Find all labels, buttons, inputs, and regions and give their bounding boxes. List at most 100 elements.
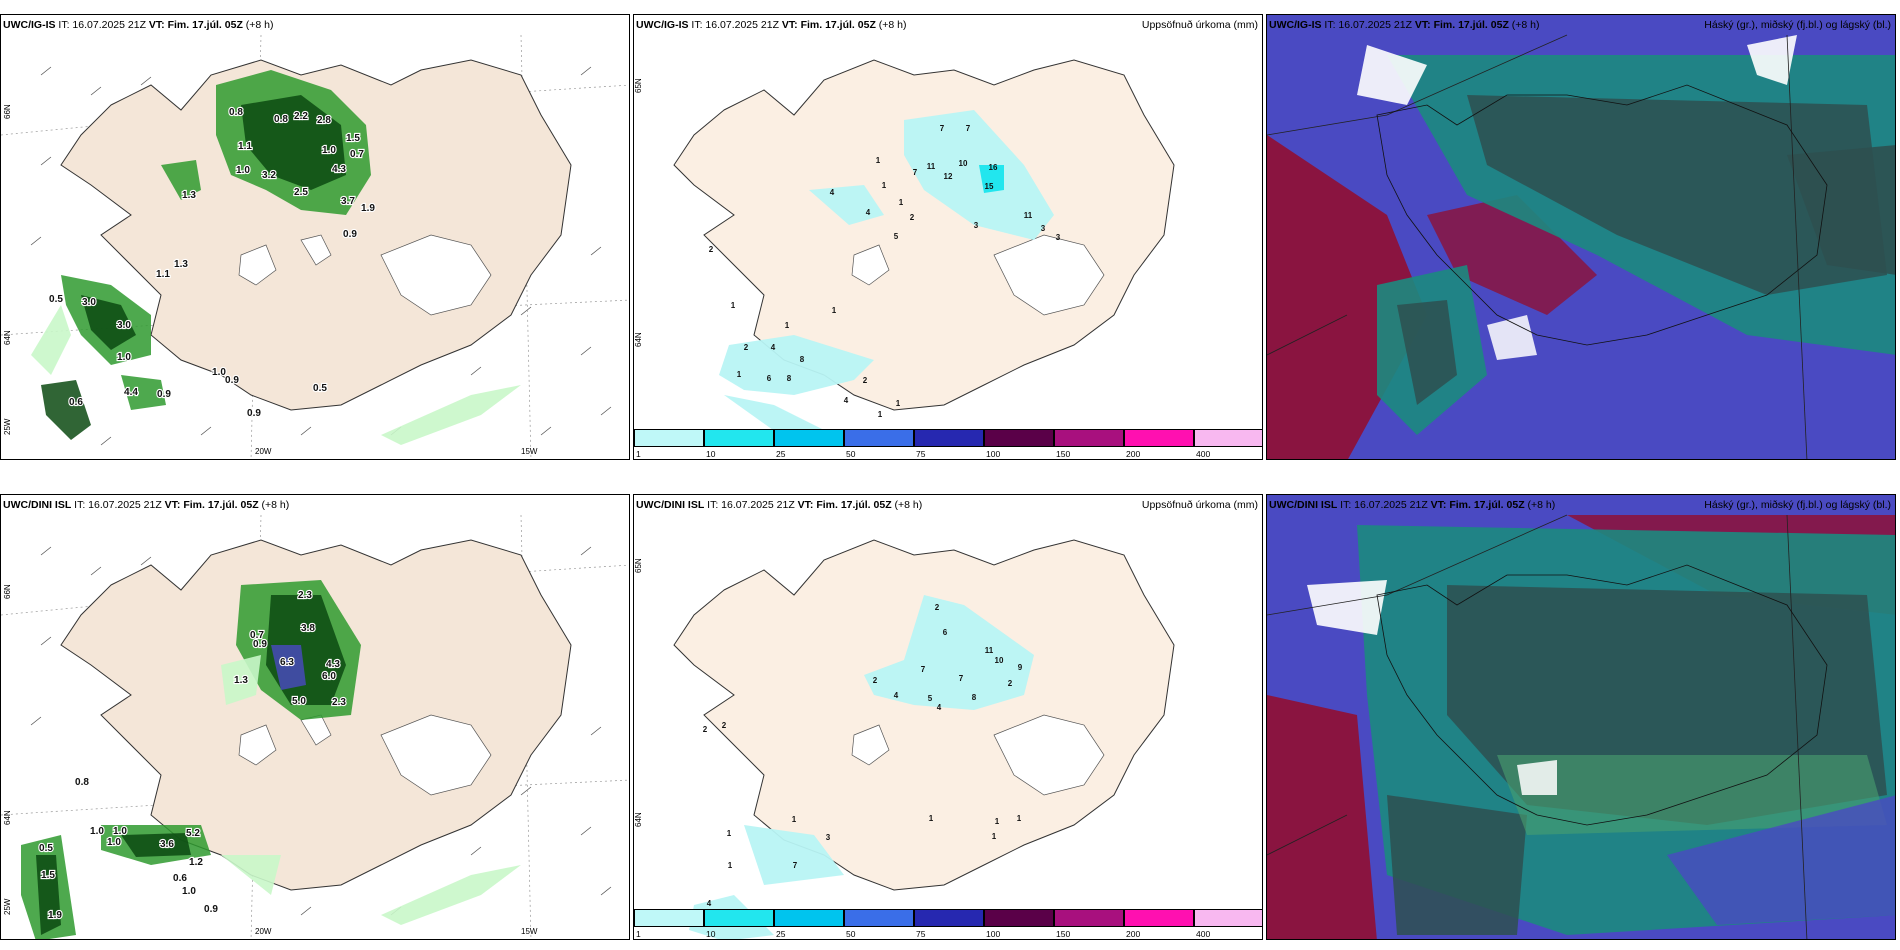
precip-value-label: 8 [787, 374, 792, 383]
precip-value-label: 1 [792, 815, 797, 824]
rate-value-label: 0.8 [274, 114, 288, 125]
lat-label: 65N [634, 558, 643, 573]
precip-value-label: 3 [1041, 224, 1046, 233]
precip-areas [719, 110, 1054, 445]
precip-value-label: 1 [896, 399, 901, 408]
rate-value-label: 2.3 [298, 590, 312, 601]
legend-swatch [774, 909, 844, 927]
rate-value-label: 1.0 [90, 826, 104, 837]
rate-value-label: 1.3 [182, 190, 196, 201]
map-r1-rate: 0.8 0.8 2.2 2.8 1.1 1.5 1.0 0.7 1.0 3.2 4.3 2.5 1.3 3… [1, 15, 629, 459]
precip-value-label: 1 [727, 829, 732, 838]
rain-areas [21, 580, 521, 939]
lat-label: 65N [634, 78, 643, 93]
precip-value-label: 1 [832, 306, 837, 315]
rate-value-label: 1.5 [41, 870, 55, 881]
panel-header: UWC/DINI ISL IT: 16.07.2025 21Z VT: Fim.… [1269, 499, 1555, 511]
legend-swatch [1124, 909, 1194, 927]
precip-value-label: 1 [995, 817, 1000, 826]
rate-value-label: 1.0 [182, 886, 196, 897]
rate-value-label: 1.2 [189, 857, 203, 868]
rate-value-label: 2.3 [332, 697, 346, 708]
glaciers [238, 714, 492, 796]
legend-swatch [704, 909, 774, 927]
precip-value-label: 4 [771, 343, 776, 352]
legend-swatch [1194, 429, 1262, 447]
iceland-land [673, 59, 1175, 411]
precip-value-label: 7 [940, 124, 945, 133]
legend-swatch [1054, 909, 1124, 927]
rate-value-label: 3.0 [117, 320, 131, 331]
legend-swatch [1124, 429, 1194, 447]
precip-value-label: 8 [800, 355, 805, 364]
rate-value-label: 1.0 [212, 367, 226, 378]
rate-value-label: 1.0 [107, 837, 121, 848]
rate-value-label: 2.2 [294, 111, 308, 122]
precip-value-label: 2 [744, 343, 749, 352]
rain-areas [31, 70, 521, 445]
precip-value-label: 4 [894, 691, 899, 700]
model-name: UWC/IG-IS [3, 19, 56, 31]
precip-value-label: 11 [985, 646, 994, 655]
valid-time: VT: Fim. 17.júl. 05Z [1430, 499, 1525, 511]
rate-value-label: 0.9 [253, 639, 267, 650]
panel-title: Uppsöfnuð úrkoma (mm) [1141, 499, 1258, 511]
valid-time: VT: Fim. 17.júl. 05Z [1414, 19, 1509, 31]
rate-value-label: 0.5 [313, 383, 327, 394]
lon-label: 20W [255, 927, 272, 936]
legend-swatch [1054, 429, 1124, 447]
legend-label: 1 [636, 449, 641, 459]
lon-label: 15W [521, 927, 538, 936]
lead-time: (+8 h) [245, 19, 274, 31]
issue-time: IT: 16.07.2025 21Z [1324, 19, 1412, 31]
precip-value-label: 1 [785, 321, 790, 330]
legend-swatch [984, 909, 1054, 927]
rate-value-label: 4.3 [332, 164, 346, 175]
precip-value-label: 1 [731, 301, 736, 310]
rate-value-label: 3.7 [341, 196, 355, 207]
legend-swatch [914, 909, 984, 927]
legend-swatch [634, 429, 704, 447]
rate-value-label: 2.8 [317, 115, 331, 126]
precip-value-label: 4 [844, 396, 849, 405]
precip-value-label: 4 [937, 703, 942, 712]
legend-swatch [704, 429, 774, 447]
precip-value-label: 1 [899, 198, 904, 207]
panel-header: UWC/DINI ISL IT: 16.07.2025 21Z VT: Fim.… [636, 499, 922, 511]
precip-value-label: 5 [928, 694, 933, 703]
lon-label: 15W [521, 447, 538, 456]
rate-value-label: 0.9 [343, 229, 357, 240]
legend-label: 75 [916, 929, 926, 939]
precip-value-label: 7 [921, 665, 926, 674]
model-name: UWC/DINI ISL [3, 499, 72, 511]
precip-value-label: 3 [974, 221, 979, 230]
valid-time: VT: Fim. 17.júl. 05Z [797, 499, 892, 511]
precip-value-label: 12 [944, 172, 953, 181]
precip-value-label: 2 [709, 245, 714, 254]
precip-value-label: 6 [767, 374, 772, 383]
model-name: UWC/DINI ISL [636, 499, 705, 511]
precip-value-label: 1 [882, 181, 887, 190]
rate-value-label: 1.3 [174, 259, 188, 270]
panel-r2-rate: 2.3 0.7 3.8 0.9 6.3 4.3 6.0 1.3 5.0 2.3 0.8 1.0 1.0 1… [0, 494, 630, 940]
panel-header: UWC/IG-IS IT: 16.07.2025 21Z VT: Fim. 17… [636, 19, 907, 31]
precip-value-label: 1 [1017, 814, 1022, 823]
legend-label: 100 [986, 929, 1001, 939]
rate-value-label: 3.2 [262, 170, 276, 181]
rate-value-label: 1.5 [346, 133, 360, 144]
rate-value-label: 0.6 [173, 873, 187, 884]
precip-value-label: 5 [894, 232, 899, 241]
valid-time: VT: Fim. 17.júl. 05Z [781, 19, 876, 31]
issue-time: IT: 16.07.2025 21Z [1340, 499, 1428, 511]
precip-value-label: 1 [929, 814, 934, 823]
precip-value-label: 1 [992, 832, 997, 841]
rate-value-label: 1.0 [117, 352, 131, 363]
precip-value-label: 15 [985, 182, 994, 191]
rate-value-label: 0.9 [247, 408, 261, 419]
model-name: UWC/IG-IS [636, 19, 689, 31]
precip-value-label: 7 [913, 168, 918, 177]
rate-value-label: 0.9 [204, 904, 218, 915]
legend-label: 25 [776, 449, 786, 459]
rate-value-label: 1.3 [234, 675, 248, 686]
